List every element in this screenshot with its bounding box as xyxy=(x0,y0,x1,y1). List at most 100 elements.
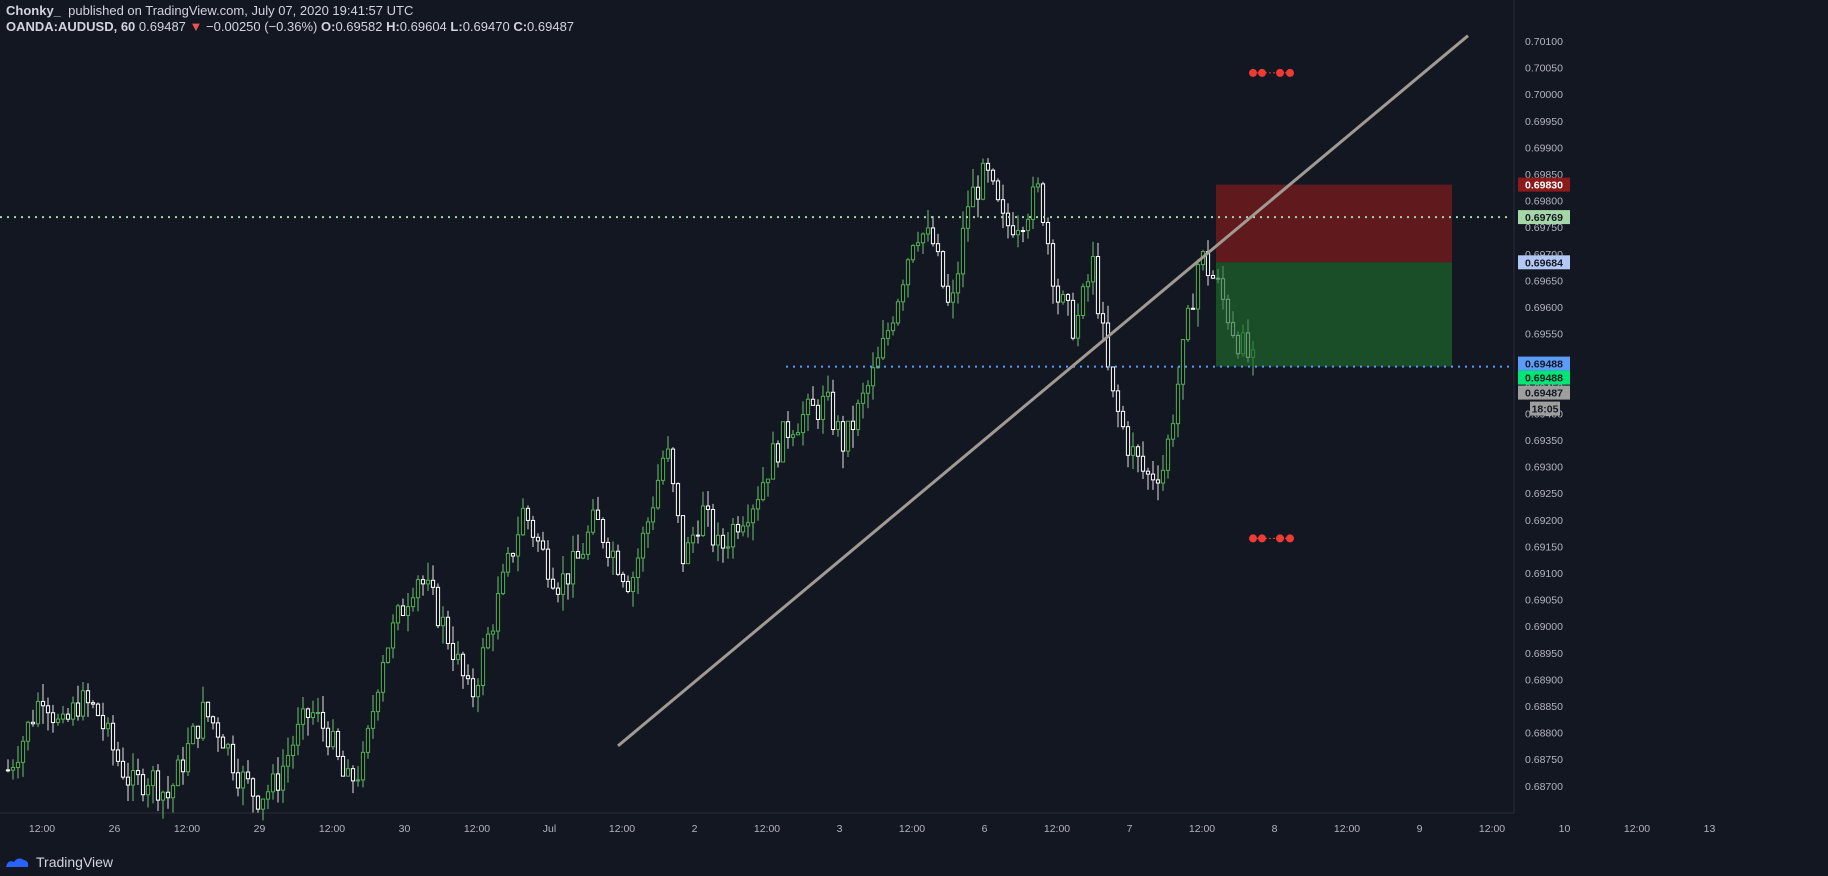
low-value: 0.69470 xyxy=(462,19,510,34)
candle-body xyxy=(875,357,881,369)
candle-body xyxy=(860,392,866,404)
price-label-bg xyxy=(1518,210,1570,225)
candle-body xyxy=(45,705,51,714)
candle-body xyxy=(50,712,56,724)
high-value: 0.69604 xyxy=(399,19,447,34)
candle-body xyxy=(610,550,616,558)
candle-body xyxy=(1135,446,1141,457)
candle-body xyxy=(625,581,631,593)
candle-body xyxy=(905,259,911,286)
candle-body xyxy=(565,573,571,585)
candle-body xyxy=(820,395,826,420)
price-label: 0.69830 xyxy=(1525,180,1563,192)
candle-body xyxy=(355,779,361,782)
candle-body xyxy=(230,743,236,774)
candle-body xyxy=(85,690,91,704)
price-label-bg xyxy=(1518,370,1570,385)
candle-body xyxy=(920,233,926,244)
candle-body xyxy=(590,509,596,533)
candle-body xyxy=(340,755,346,777)
y-tick-label: 0.69950 xyxy=(1525,116,1563,128)
take-profit-zone xyxy=(1216,262,1452,367)
candle-body xyxy=(745,522,751,527)
candle-body xyxy=(70,702,76,720)
candle-body xyxy=(665,448,671,459)
open-label: O: xyxy=(320,19,336,34)
candle-body xyxy=(145,785,151,796)
candle-body xyxy=(210,716,216,724)
candle-body xyxy=(165,791,171,799)
candle-body xyxy=(575,551,581,559)
candle-body xyxy=(975,186,981,200)
candle-body xyxy=(595,509,601,521)
candle-body xyxy=(930,227,936,245)
x-tick-label: 12:00 xyxy=(319,823,345,835)
x-tick-label: 2 xyxy=(692,823,698,835)
chart-header: Chonky_ published on TradingView.com, Ju… xyxy=(6,3,1506,35)
candle-body xyxy=(1020,230,1026,233)
candle-body xyxy=(1050,243,1056,287)
candle-body xyxy=(30,721,36,725)
candle-body xyxy=(825,391,831,397)
candle-body xyxy=(960,227,966,275)
alert-marker-dot xyxy=(1276,534,1284,543)
candle-body xyxy=(690,534,696,544)
x-tick-label: 12:00 xyxy=(1044,823,1070,835)
candle-body xyxy=(510,552,516,557)
candle-body xyxy=(740,525,746,533)
candle-body xyxy=(170,785,176,799)
candle-body xyxy=(560,573,566,595)
candle-body xyxy=(520,507,526,536)
symbol-line: OANDA:AUDUSD, 60 0.69487 ▼ −0.00250 (−0.… xyxy=(6,19,1506,35)
x-tick-label: 12:00 xyxy=(1334,823,1360,835)
candle-body xyxy=(1120,410,1126,428)
candle-body xyxy=(985,162,991,171)
candle-body xyxy=(60,713,66,720)
candle-body xyxy=(425,579,431,585)
candle-body xyxy=(995,180,1001,201)
candle-body xyxy=(215,722,221,738)
symbol-label[interactable]: OANDA:AUDUSD, 60 xyxy=(6,19,136,34)
candle-body xyxy=(1190,307,1196,310)
candle-body xyxy=(810,398,816,406)
candle-body xyxy=(490,630,496,635)
candle-body xyxy=(435,586,441,627)
candle-body xyxy=(755,499,761,510)
candle-body xyxy=(855,402,861,431)
price-label: 0.69769 xyxy=(1525,212,1563,224)
candle-body xyxy=(725,546,731,549)
y-tick-label: 0.68750 xyxy=(1525,754,1563,766)
candle-body xyxy=(35,700,41,725)
price-label-bg xyxy=(1518,177,1570,192)
close-label: C: xyxy=(513,19,528,34)
candle-body xyxy=(585,531,591,555)
candle-body xyxy=(1175,383,1181,425)
candle-body xyxy=(785,421,791,438)
candle-body xyxy=(180,759,186,773)
candle-body xyxy=(200,701,206,739)
author-name[interactable]: Chonky_ xyxy=(6,3,61,18)
candle-body xyxy=(730,523,736,548)
tradingview-logo-icon xyxy=(6,858,29,867)
candle-body xyxy=(285,755,291,767)
candle-body xyxy=(420,579,426,585)
candle-body xyxy=(555,587,561,595)
candle-body xyxy=(780,421,786,463)
candle-body xyxy=(570,551,576,585)
candle-body xyxy=(485,633,491,649)
candle-body xyxy=(950,292,956,303)
candle-body xyxy=(15,761,21,769)
tradingview-brand[interactable]: TradingView xyxy=(4,854,113,870)
candle-body xyxy=(710,508,716,546)
candle-body xyxy=(880,337,886,359)
price-label: 0.69487 xyxy=(1525,388,1563,400)
candle-body xyxy=(770,443,776,480)
candle-body xyxy=(515,534,521,557)
price-label: 0.69488 xyxy=(1525,359,1563,371)
candle-body xyxy=(640,532,646,559)
candle-body xyxy=(680,515,686,565)
candle-body xyxy=(605,541,611,558)
candle-body xyxy=(1165,438,1171,471)
candle-body xyxy=(125,776,131,786)
